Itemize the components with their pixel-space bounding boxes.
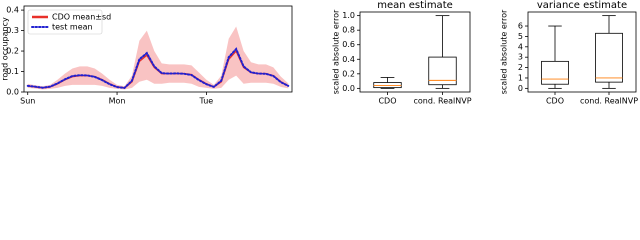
y-tick-label: 0.8 — [342, 26, 355, 35]
box — [428, 56, 457, 86]
y-tick-label: 3 — [518, 53, 523, 62]
y-tick-label: 0.0 — [342, 84, 355, 93]
y-axis-label: scaled absolute error — [332, 9, 341, 94]
chart-title: variance estimate — [537, 0, 627, 11]
x-tick-label: CDO — [378, 97, 396, 106]
legend-label: CDO mean±sd — [52, 13, 111, 22]
y-tick-label: 4 — [518, 42, 523, 51]
y-tick-label: 0.2 — [342, 69, 355, 78]
y-tick-label: 0.4 — [6, 6, 19, 15]
plot-frame — [359, 11, 471, 93]
y-tick-label: 0.1 — [6, 67, 19, 76]
x-tick-label: Mon — [109, 97, 126, 106]
legend-label: test mean — [52, 23, 93, 32]
box — [541, 60, 569, 85]
x-tick-label: CDO — [546, 97, 564, 106]
y-tick-label: 2 — [518, 63, 523, 72]
plot-frame — [527, 11, 637, 93]
chart-title: mean estimate — [377, 0, 453, 11]
y-tick-label: 0.0 — [6, 88, 19, 97]
y-tick-label: 6 — [518, 22, 523, 31]
x-tick-label: cond. RealNVP — [580, 97, 638, 106]
box — [595, 32, 623, 83]
y-tick-label: 5 — [518, 32, 523, 41]
plot-frame — [23, 5, 293, 93]
y-tick-label: 0.3 — [6, 26, 19, 35]
figure: Sun Mon Tue 0.0 0.1 0.2 0.3 0.4 road occupancy CD… — [1, 0, 639, 106]
y-axis-label: road occupancy — [1, 17, 10, 81]
y-axis-label: scaled absolute error — [500, 9, 509, 94]
x-tick-label: cond. RealNVP — [413, 97, 471, 106]
y-tick-label: 1 — [518, 73, 523, 82]
sd-band — [27, 26, 289, 90]
series-line — [26, 47, 290, 89]
y-tick-label: 1.0 — [342, 11, 355, 20]
x-tick-label: Sun — [20, 97, 35, 106]
x-tick-label: Tue — [199, 97, 214, 106]
y-tick-label: 0.2 — [6, 47, 19, 56]
y-tick-label: 0.6 — [342, 40, 355, 49]
y-tick-label: 0.4 — [342, 55, 355, 64]
y-tick-label: 0 — [518, 84, 523, 93]
